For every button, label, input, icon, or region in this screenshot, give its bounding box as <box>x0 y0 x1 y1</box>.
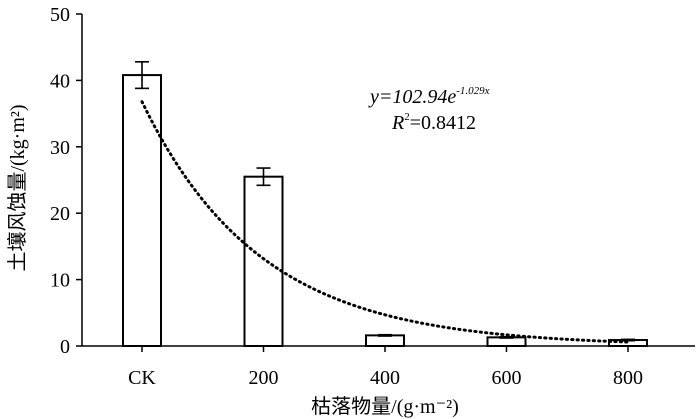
y-tick-label: 0 <box>60 336 70 358</box>
fit-r2: R2=0.8412 <box>391 111 476 134</box>
bar <box>365 334 405 348</box>
fit-r2-sup: 2 <box>404 111 410 123</box>
error-bar-group <box>135 61 635 342</box>
y-tick-label: 20 <box>50 203 70 225</box>
fit-equation-base: y=102.94e <box>368 86 456 108</box>
x-tick-label: 600 <box>492 367 522 389</box>
y-axis-label: 土壤风蚀量/(kg·m²) <box>6 104 29 271</box>
bar-group <box>122 74 648 348</box>
fit-equation-exponent: -1.029x <box>456 85 489 97</box>
y-axis: 0 10 20 30 40 50 <box>50 4 83 358</box>
fit-equation: y=102.94e-1.029x <box>368 85 490 108</box>
x-tick-label: 800 <box>613 367 643 389</box>
bar <box>122 74 162 347</box>
x-axis: CK 200 400 600 800 <box>82 345 695 389</box>
fit-r2-value: =0.8412 <box>410 112 476 134</box>
bar <box>243 175 284 347</box>
x-tick-label: 400 <box>370 367 400 389</box>
y-tick-label: 30 <box>50 137 70 159</box>
y-tick-label: 50 <box>50 4 70 26</box>
exponential-fit-curve <box>140 100 630 344</box>
y-tick-label: 10 <box>50 270 70 292</box>
x-tick-label: 200 <box>249 367 279 389</box>
y-tick-label: 40 <box>50 70 70 92</box>
x-axis-label: 枯落物量/(g·m⁻²) <box>311 395 459 418</box>
x-tick-label: CK <box>128 367 156 389</box>
fit-r2-letter: R <box>391 112 404 134</box>
